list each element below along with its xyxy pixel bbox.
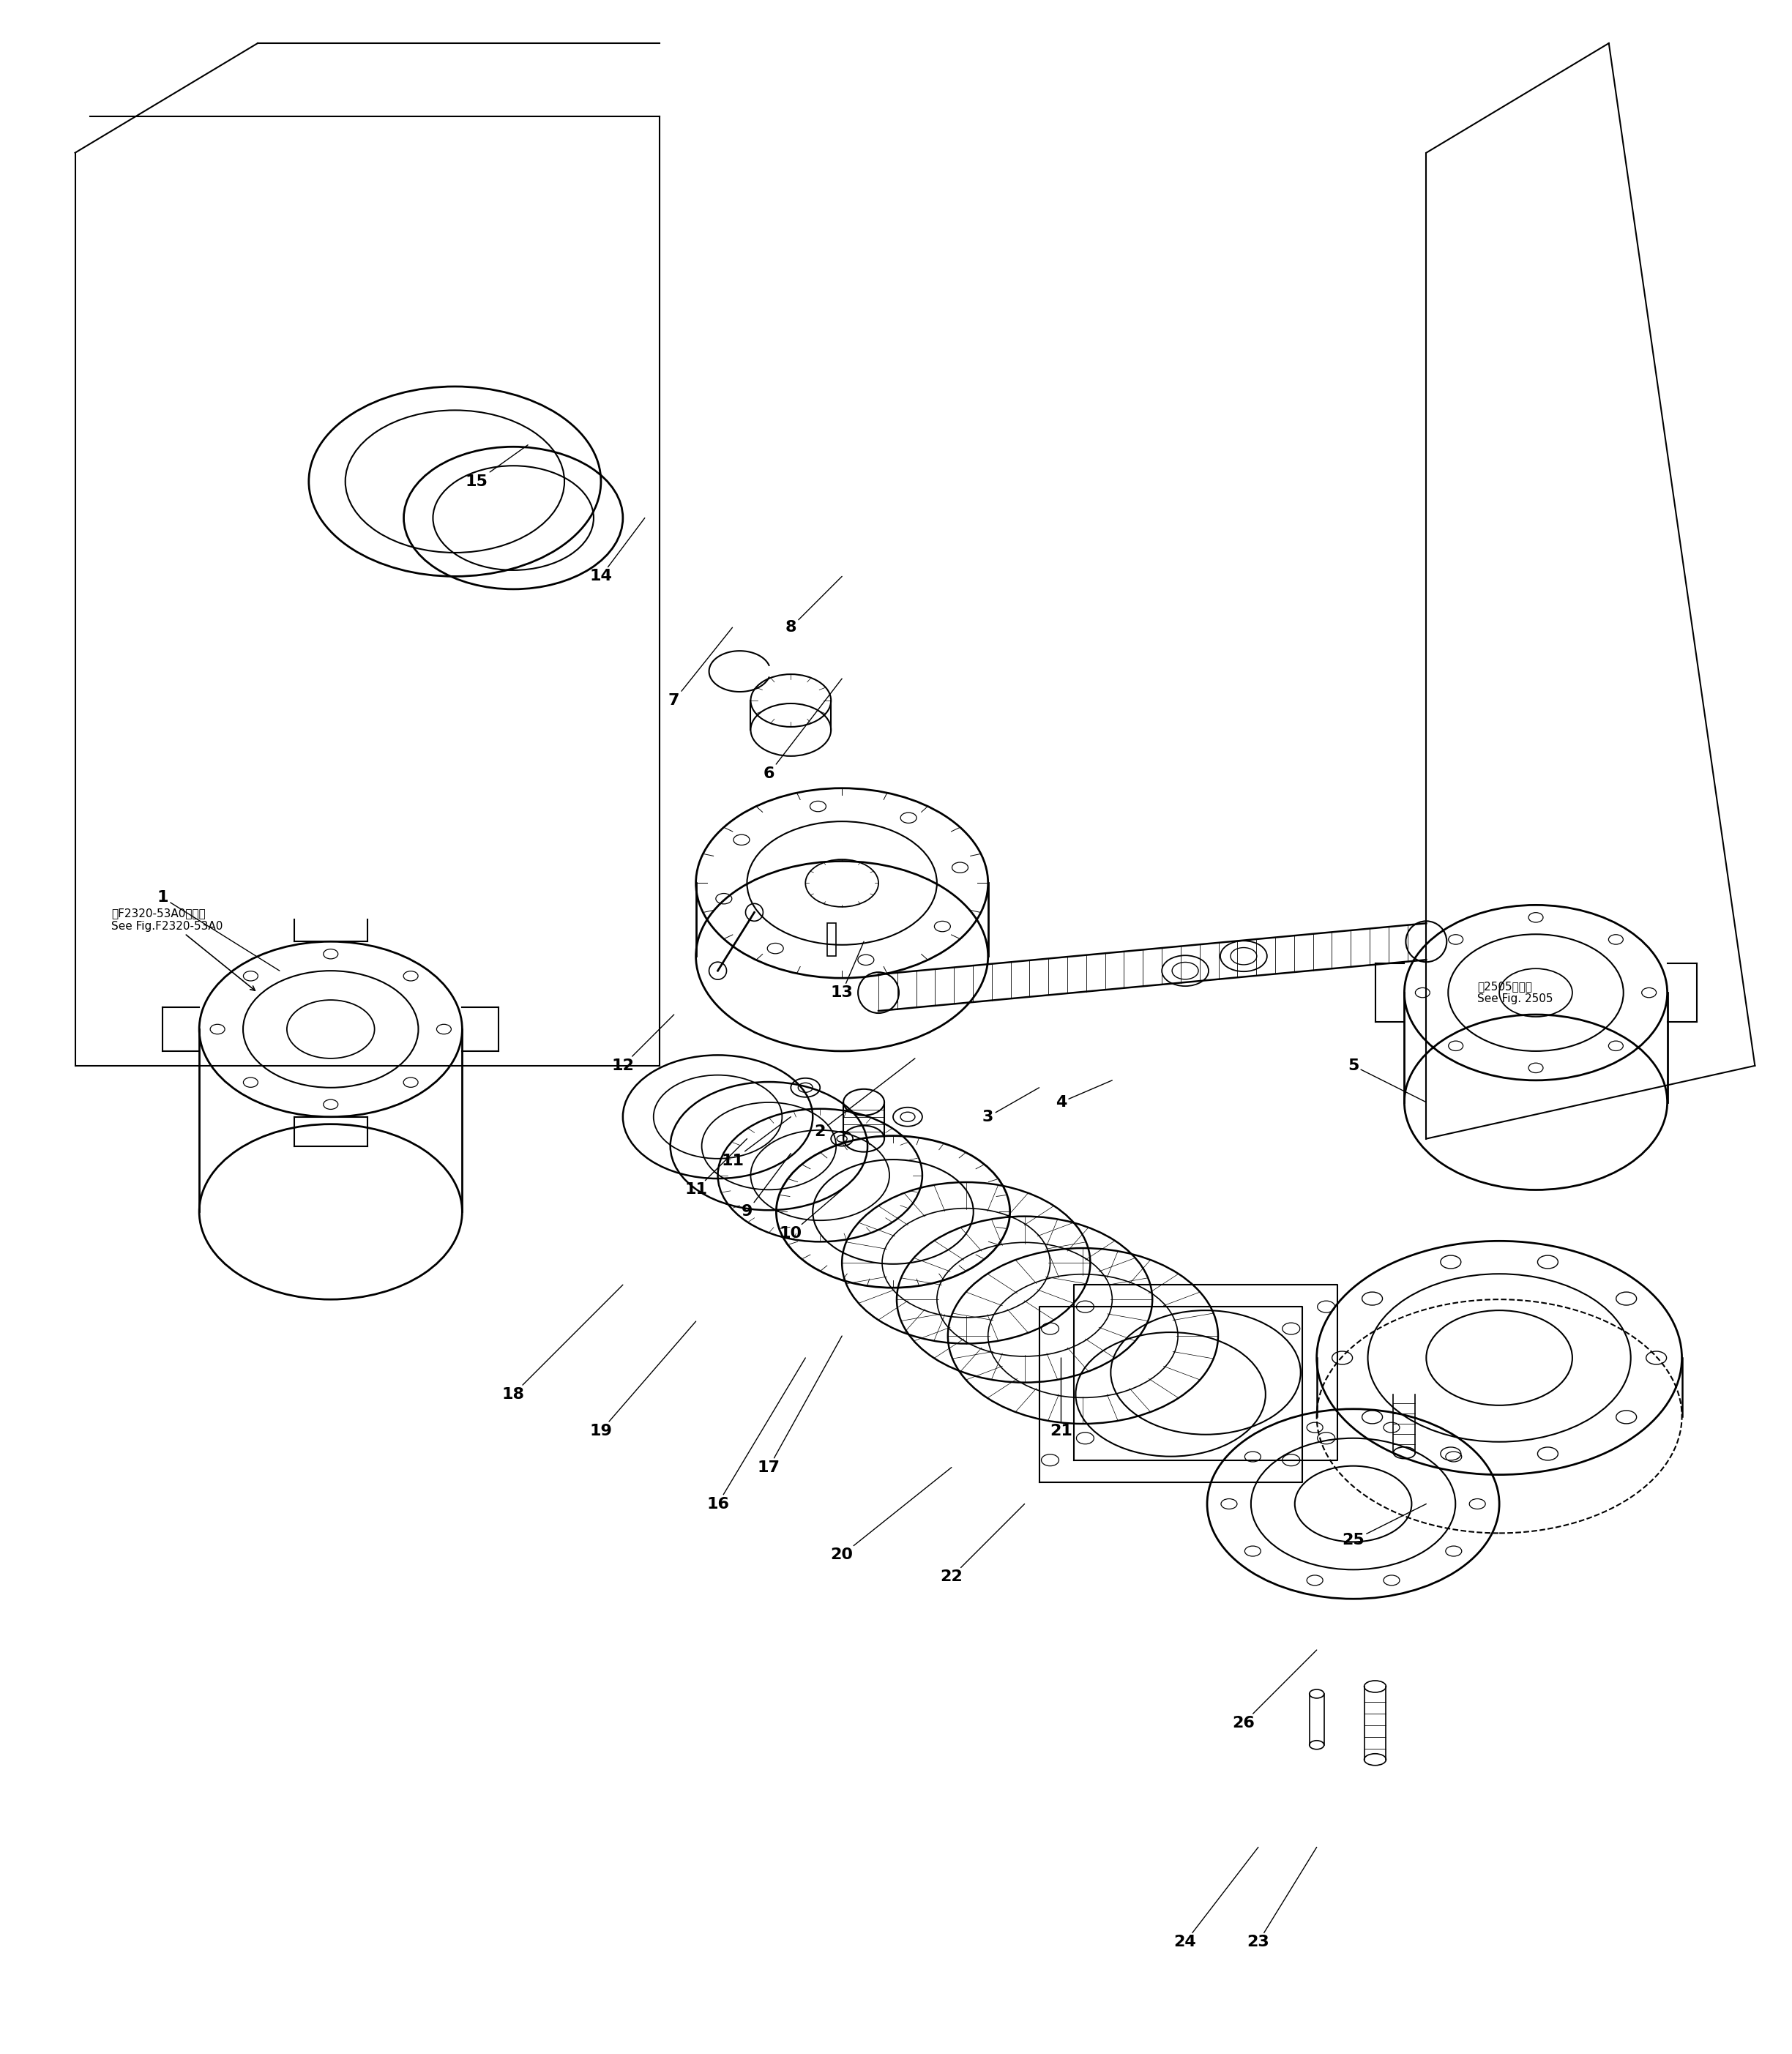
Text: 24: 24 xyxy=(1174,1847,1258,1949)
Text: 25: 25 xyxy=(1342,1504,1426,1549)
Text: 23: 23 xyxy=(1247,1847,1317,1949)
Text: 11: 11 xyxy=(685,1138,747,1197)
Text: 2: 2 xyxy=(814,1058,916,1138)
Text: 8: 8 xyxy=(785,577,842,635)
Text: 第F2320-53A0図参照
See Fig.F2320-53A0: 第F2320-53A0図参照 See Fig.F2320-53A0 xyxy=(111,908,254,990)
Text: 10: 10 xyxy=(780,1189,842,1241)
Text: 4: 4 xyxy=(1055,1080,1113,1109)
Bar xyxy=(828,924,837,957)
Text: 6: 6 xyxy=(763,678,842,781)
Text: 3: 3 xyxy=(982,1089,1039,1124)
Text: 26: 26 xyxy=(1233,1649,1317,1729)
Text: 18: 18 xyxy=(502,1286,624,1401)
Text: 11: 11 xyxy=(720,1117,790,1169)
Text: 5: 5 xyxy=(1348,1058,1426,1103)
Text: 17: 17 xyxy=(758,1335,842,1475)
Text: 12: 12 xyxy=(611,1015,674,1072)
Text: 15: 15 xyxy=(466,446,529,489)
Text: 7: 7 xyxy=(668,629,733,709)
Text: 19: 19 xyxy=(590,1321,695,1438)
Text: 13: 13 xyxy=(831,941,864,1000)
Text: 16: 16 xyxy=(706,1358,805,1512)
Text: 1: 1 xyxy=(158,891,280,972)
Text: 第2505図参照
See Fig. 2505: 第2505図参照 See Fig. 2505 xyxy=(1477,982,1554,1004)
Text: 20: 20 xyxy=(831,1467,952,1563)
Text: 14: 14 xyxy=(590,518,645,583)
Text: 21: 21 xyxy=(1050,1358,1072,1438)
Text: 9: 9 xyxy=(742,1154,790,1220)
Text: 22: 22 xyxy=(941,1504,1025,1584)
